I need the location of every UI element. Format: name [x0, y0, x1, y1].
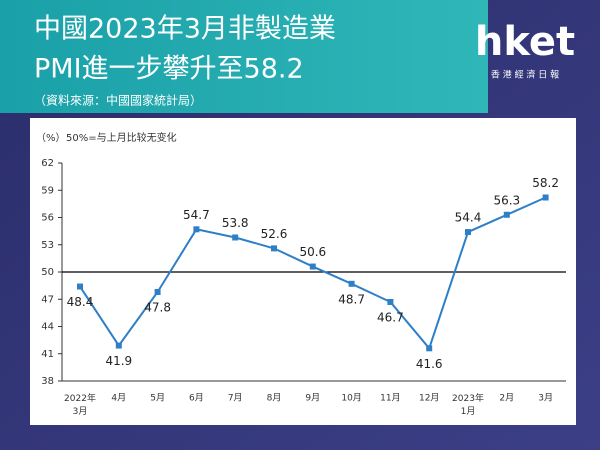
data-point [271, 245, 277, 252]
data-label: 58.2 [532, 176, 559, 190]
plot: 38 41 44 47 50 53 56 59 62 2022年 3月 4月 5月 6月 7月 8月 9月 10月… [41, 158, 566, 417]
y-tick-label: 50 [41, 267, 54, 278]
y-tick-label: 41 [41, 349, 54, 360]
logo: hket [475, 19, 575, 65]
data-point [193, 226, 200, 233]
data-label: 54.7 [183, 208, 210, 222]
data-label: 53.8 [222, 216, 249, 230]
data-label: 46.7 [377, 310, 404, 324]
y-tick-label: 47 [41, 294, 54, 305]
data-point [348, 280, 355, 287]
x-tick-label: 11月 [380, 393, 400, 404]
data-label: 47.8 [144, 300, 171, 314]
data-label: 41.9 [105, 354, 132, 368]
x-tick-label: 6月 [189, 393, 204, 404]
y-tick-label: 44 [41, 322, 54, 333]
data-point [154, 288, 161, 295]
data-point [426, 345, 433, 352]
subtitle: （資料來源：中國國家統計局） [34, 93, 202, 108]
x-tick-label: 5月 [150, 393, 165, 404]
data-label: 56.3 [493, 193, 520, 207]
y-tick-label: 53 [41, 240, 54, 251]
note: 50%=与上月比较无变化 [66, 131, 177, 144]
logo-subtitle: 香 港 經 濟 日 報 [491, 69, 559, 81]
data-label: 48.4 [67, 295, 94, 309]
data-point [115, 342, 122, 349]
y-axis-label: （%） [36, 132, 66, 144]
data-point [77, 283, 83, 290]
title-line: 中國2023年3月非製造業 [34, 14, 336, 45]
x-tick-label: 4月 [111, 393, 126, 404]
data-point [387, 298, 394, 305]
data-point [503, 211, 510, 218]
y-tick-label: 59 [41, 185, 54, 196]
data-label: 48.7 [338, 292, 365, 306]
y-tick-label: 38 [41, 376, 54, 387]
data-point [542, 194, 549, 201]
x-tick-label: 2022年 3月 [64, 392, 96, 417]
x-tick-label: 3月 [538, 393, 553, 404]
x-tick-label: 2月 [499, 393, 514, 404]
data-label: 54.4 [455, 211, 482, 225]
title-line: PMI進一步攀升至58.2 [34, 54, 304, 85]
x-tick-label: 8月 [267, 393, 282, 404]
data-point [309, 263, 316, 270]
data-label: 50.6 [299, 245, 326, 259]
y-tick-label: 62 [41, 158, 54, 169]
data-point [465, 229, 471, 236]
x-tick-label: 7月 [228, 393, 243, 404]
x-tick-label: 9月 [305, 393, 320, 404]
data-point [232, 234, 239, 241]
data-label: 52.6 [261, 227, 288, 241]
data-label: 41.6 [416, 357, 443, 371]
title-banner [0, 0, 488, 113]
y-tick-label: 56 [41, 213, 54, 224]
x-tick-label: 12月 [419, 393, 439, 404]
x-tick-label: 2023年 1月 [452, 392, 484, 417]
x-tick-label: 10月 [341, 393, 361, 404]
